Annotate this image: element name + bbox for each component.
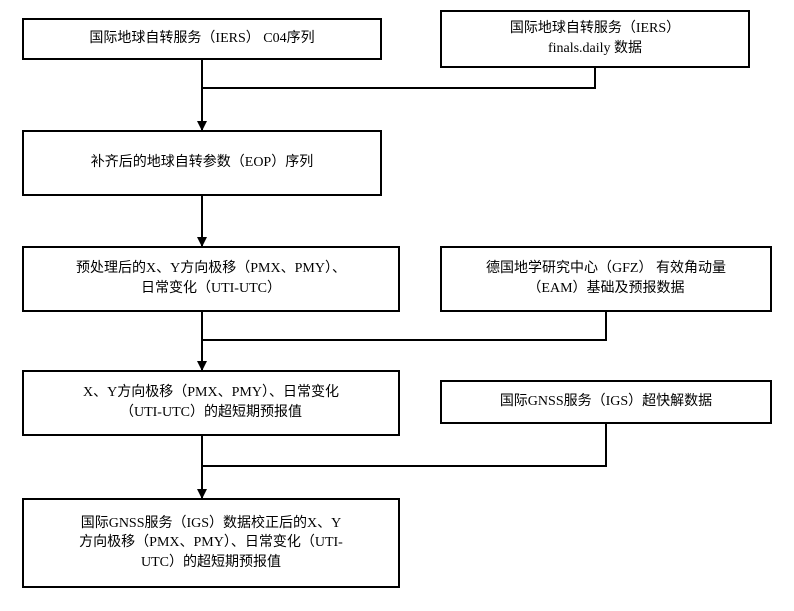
node-label: 国际GNSS服务（IGS）数据校正后的X、Y 方向极移（PMX、PMY）、日常变… — [79, 514, 343, 573]
node-label: 补齐后的地球自转参数（EOP）序列 — [91, 153, 313, 173]
node-gfz-eam: 德国地学研究中心（GFZ） 有效角动量 （EAM）基础及预报数据 — [440, 246, 772, 312]
node-iers-c04: 国际地球自转服务（IERS） C04序列 — [22, 18, 382, 60]
node-eop-sequence: 补齐后的地球自转参数（EOP）序列 — [22, 130, 382, 196]
node-ultra-short-forecast: X、Y方向极移（PMX、PMY）、日常变化 （UTI-UTC）的超短期预报值 — [22, 370, 400, 436]
node-label: 德国地学研究中心（GFZ） 有效角动量 （EAM）基础及预报数据 — [486, 259, 726, 298]
node-preprocessed-pmx-pmy: 预处理后的X、Y方向极移（PMX、PMY）、 日常变化（UTI-UTC） — [22, 246, 400, 312]
node-label: X、Y方向极移（PMX、PMY）、日常变化 （UTI-UTC）的超短期预报值 — [83, 383, 339, 422]
node-igs-corrected-forecast: 国际GNSS服务（IGS）数据校正后的X、Y 方向极移（PMX、PMY）、日常变… — [22, 498, 400, 588]
node-iers-finals-daily: 国际地球自转服务（IERS） finals.daily 数据 — [440, 10, 750, 68]
node-label: 国际地球自转服务（IERS） finals.daily 数据 — [510, 19, 680, 58]
node-label: 国际地球自转服务（IERS） C04序列 — [89, 29, 314, 49]
node-label: 预处理后的X、Y方向极移（PMX、PMY）、 日常变化（UTI-UTC） — [76, 259, 346, 298]
node-label: 国际GNSS服务（IGS）超快解数据 — [500, 392, 712, 412]
node-igs-ultra-rapid: 国际GNSS服务（IGS）超快解数据 — [440, 380, 772, 424]
